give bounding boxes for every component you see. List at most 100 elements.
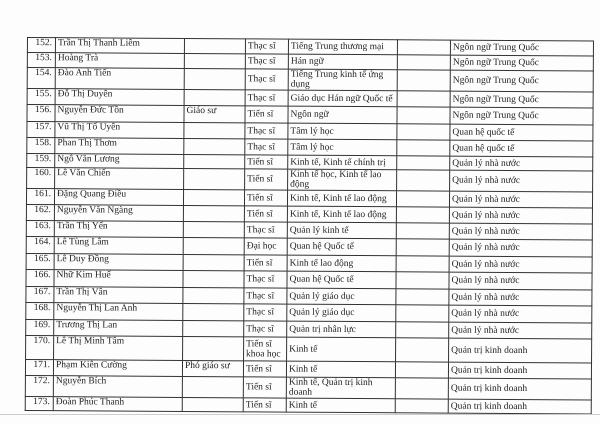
table-body: 152. Trần Thị Thanh Liêm Thạc sĩ Tiếng Trun… [25,37,594,414]
degree-cell: Tiến sĩ [243,397,287,413]
degree-cell: Thạc sĩ [243,287,287,305]
degree-cell: Tiến sĩ [244,154,288,170]
page-bottom-edge [0,414,600,415]
name-cell: Lê Duy Đồng [54,253,184,271]
degree-cell: Thạc sĩ [245,68,289,91]
academic-title-cell [183,254,245,271]
name-cell: Trần Thị Yến [54,220,184,238]
row-number: 163. [26,220,55,237]
empty-cell [396,255,450,273]
field-cell: Ngôn ngữ Trung Quốc [450,91,594,108]
academic-title-cell [183,205,245,222]
degree-cell: Thạc sĩ [244,138,288,156]
row-number: 160. [26,167,55,189]
academic-title-cell [183,221,245,238]
academic-title-cell [184,68,246,90]
field-cell: Ngôn ngữ Trung Quốc [450,70,594,92]
field-cell: Quản lý nhà nước [448,272,593,290]
row-number: 156. [26,104,56,122]
field-cell: Quản lý nhà nước [449,223,593,240]
name-cell: Trương Thị Lan [53,319,183,337]
field-cell: Quản trị kinh doanh [448,378,592,400]
academic-title-cell [183,189,245,206]
degree-cell: Thạc sĩ [243,320,287,338]
major-cell: Quản trị nhân lực [286,321,396,338]
empty-cell [395,398,449,414]
major-cell: Tiếng Trung kinh tế ứng dụng [288,69,398,91]
name-cell: Vũ Thị Tố Uyên [54,121,184,139]
name-cell: Nguyễn Đức Tồn [54,104,185,123]
field-cell: Ngôn ngữ Trung Quốc [450,55,594,71]
major-cell: Ngôn ngữ [287,106,398,124]
name-cell: Nguyễn Văn Ngàng [54,204,184,222]
major-cell: Kinh tế, Kinh tế chính trị [287,155,397,170]
major-cell: Quản lý giáo dục [286,304,396,322]
academic-title-cell [183,154,245,169]
degree-cell: Tiến sĩ khoa học [243,336,287,362]
name-cell: Trần Thị Vân [53,286,183,304]
empty-cell [396,169,450,192]
empty-cell [396,190,450,208]
name-cell: Lê Thị Minh Tâm [53,335,183,361]
major-cell: Quản lý kinh tế [287,222,397,239]
empty-cell [397,39,451,56]
name-cell: Nhữ Kim Huế [53,269,184,288]
academic-title-cell [182,320,244,337]
empty-cell [395,337,449,363]
empty-cell [395,321,449,339]
major-cell: Kinh tế [286,398,396,413]
degree-cell: Thạc sĩ [243,303,287,322]
major-cell: Tâm lý học [287,123,397,140]
empty-cell [395,377,449,400]
degree-cell: Thạc sĩ [244,122,288,140]
name-cell: Đỗ Thị Duyên [55,88,185,106]
row-number: 152. [27,37,56,53]
name-cell: Hoàng Trà [55,52,185,69]
field-cell: Quản lý nhà nước [449,170,593,192]
major-cell: Quan hệ Quốc tế [287,238,397,256]
degree-cell: Thạc sĩ [245,89,289,107]
field-cell: Quản lý nhà nước [449,256,593,273]
academic-title-cell [183,138,245,155]
major-cell: Kinh tế học, Kinh tế lao động [287,169,397,191]
name-cell: Ngô Văn Lương [54,153,184,169]
major-cell: Giáo dục Hán ngữ Quốc tế [288,90,398,107]
field-cell: Quản trị kinh doanh [448,338,592,363]
field-cell: Quản lý nhà nước [449,207,593,224]
row-number: 162. [26,204,55,221]
field-cell: Ngôn ngữ Trung Quốc [450,40,594,56]
field-cell: Quản trị kinh doanh [448,362,592,379]
name-cell: Phan Thị Thơm [54,137,184,155]
field-cell: Quản lý nhà nước [449,239,593,257]
degree-cell: Tiến sĩ [244,168,288,191]
degree-cell: Tiến sĩ [244,205,288,223]
row-number: 153. [27,52,56,68]
row-number: 155. [27,88,56,105]
empty-cell [395,288,449,306]
degree-cell: Đại học [244,237,288,256]
staff-table: 152. Trần Thị Thanh Liêm Thạc sĩ Tiếng Trun… [25,37,594,414]
academic-title-cell [183,168,245,190]
academic-title-cell [184,53,246,69]
academic-title-cell [182,336,244,361]
row-number: 157. [26,121,55,138]
row-number: 170. [25,335,54,360]
empty-cell [396,238,450,257]
field-cell: Quản lý nhà nước [449,191,593,208]
degree-cell: Tiến sĩ [244,105,289,124]
major-cell: Kinh tế lao động [287,255,397,272]
row-number: 169. [25,319,54,336]
empty-cell [397,54,451,71]
degree-cell: Tiến sĩ [243,376,287,399]
major-cell: Kinh tế, Kinh tế lao động [287,206,397,223]
academic-title-cell [182,397,244,412]
academic-title-cell [183,237,245,255]
field-cell: Quản trị kinh doanh [448,399,592,414]
empty-cell [396,155,450,171]
major-cell: Kinh tế [286,361,396,378]
degree-cell: Tiến sĩ [244,189,288,207]
name-cell: Đặng Quang Điều [54,188,184,206]
row-number: 172. [25,375,54,397]
table-row: 173. Đoàn Phúc Thanh Tiến sĩ Kinh tế Quản tr… [25,396,592,414]
name-cell: Đào Anh Tiến [55,67,185,90]
